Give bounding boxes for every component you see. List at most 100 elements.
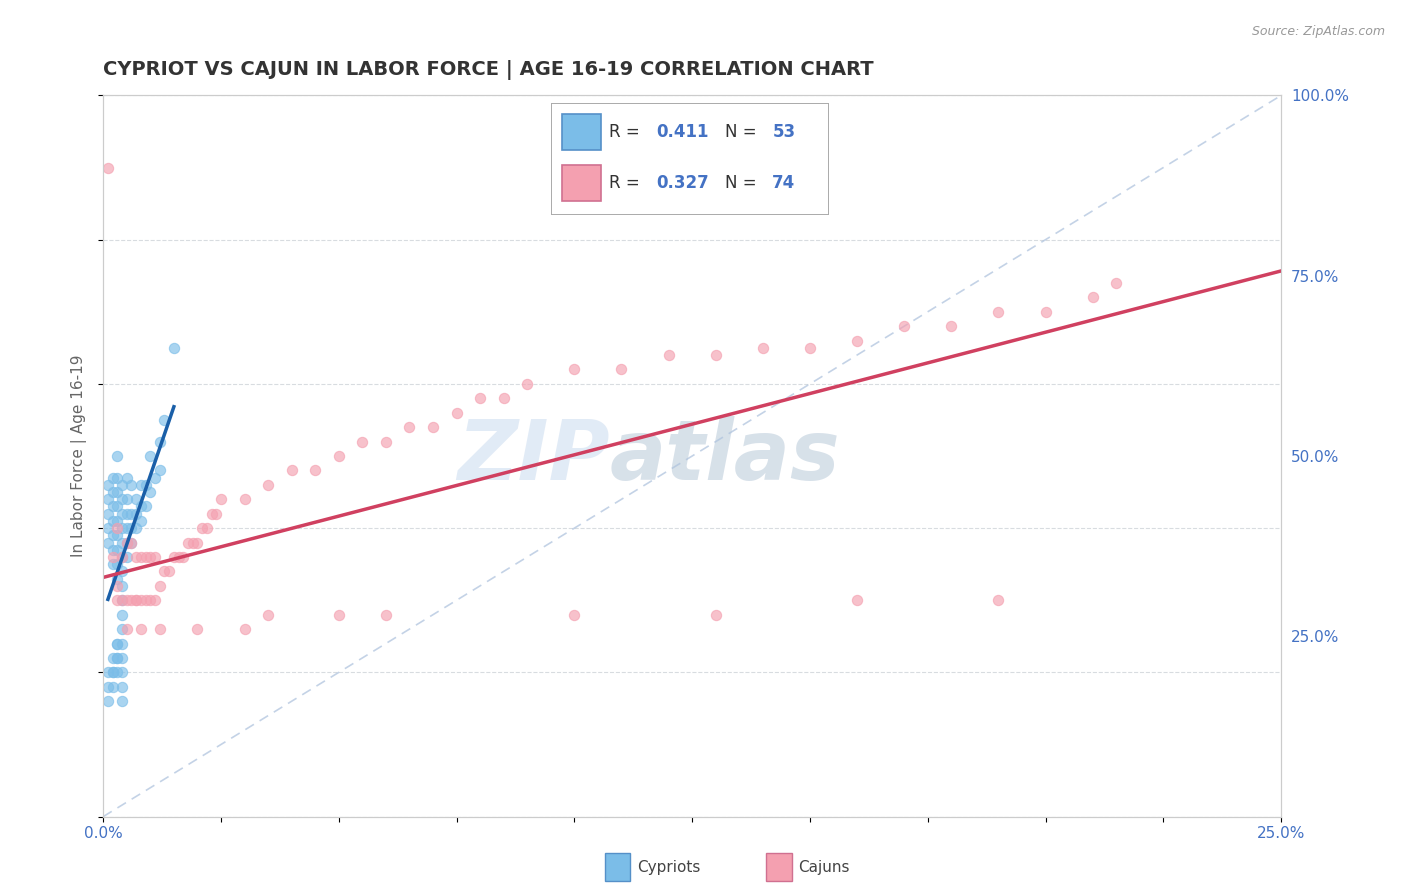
Point [105, 593, 128, 607]
Point [105, 485, 128, 500]
Point [105, 572, 128, 586]
Point [97, 492, 120, 507]
Point [101, 470, 124, 484]
Point [105, 558, 128, 572]
Point [97, 161, 120, 175]
Point [111, 694, 134, 708]
Point [139, 549, 162, 564]
Point [163, 549, 186, 564]
Point [752, 341, 775, 355]
Point [328, 607, 350, 622]
Point [143, 470, 166, 484]
Text: Cajuns: Cajuns [799, 860, 851, 874]
Text: Source: ZipAtlas.com: Source: ZipAtlas.com [1251, 25, 1385, 38]
Point [468, 392, 491, 406]
Point [101, 528, 124, 542]
Point [129, 549, 152, 564]
Point [149, 434, 172, 449]
Point [101, 680, 124, 694]
Point [111, 636, 134, 650]
Point [129, 593, 152, 607]
Point [105, 636, 128, 650]
Point [195, 521, 218, 535]
Point [191, 521, 214, 535]
Point [105, 500, 128, 514]
Point [172, 549, 194, 564]
Point [111, 535, 134, 549]
Point [135, 478, 157, 492]
Point [101, 558, 124, 572]
Point [374, 607, 396, 622]
Point [200, 507, 222, 521]
Point [105, 528, 128, 542]
Text: Cypriots: Cypriots [637, 860, 700, 874]
Point [125, 549, 148, 564]
Point [115, 622, 138, 636]
Point [111, 665, 134, 680]
Point [129, 622, 152, 636]
Point [233, 622, 256, 636]
Point [101, 665, 124, 680]
Point [1035, 305, 1057, 319]
Point [1105, 276, 1128, 290]
Point [97, 694, 120, 708]
Point [658, 348, 681, 362]
Point [129, 478, 152, 492]
Point [111, 579, 134, 593]
Point [610, 362, 633, 376]
Point [115, 521, 138, 535]
Text: CYPRIOT VS CAJUN IN LABOR FORCE | AGE 16-19 CORRELATION CHART: CYPRIOT VS CAJUN IN LABOR FORCE | AGE 16… [103, 60, 875, 79]
Point [941, 319, 963, 334]
Point [121, 593, 143, 607]
Point [209, 492, 232, 507]
Point [304, 463, 326, 477]
Point [111, 478, 134, 492]
Point [186, 622, 208, 636]
Point [167, 549, 190, 564]
Point [205, 507, 228, 521]
Point [111, 549, 134, 564]
Point [125, 593, 148, 607]
Point [97, 478, 120, 492]
Point [105, 665, 128, 680]
Point [492, 392, 515, 406]
Point [101, 485, 124, 500]
Point [987, 593, 1010, 607]
Point [398, 420, 420, 434]
Point [149, 579, 172, 593]
Point [125, 507, 148, 521]
Point [101, 542, 124, 557]
Point [280, 463, 302, 477]
Point [139, 485, 162, 500]
Point [97, 507, 120, 521]
Point [111, 651, 134, 665]
Point [257, 607, 280, 622]
Point [97, 535, 120, 549]
Point [893, 319, 915, 334]
Point [97, 665, 120, 680]
Point [121, 507, 143, 521]
Point [115, 507, 138, 521]
Point [135, 593, 157, 607]
Point [101, 665, 124, 680]
Point [115, 470, 138, 484]
Point [101, 500, 124, 514]
Point [143, 593, 166, 607]
Point [121, 478, 143, 492]
Point [105, 579, 128, 593]
Point [111, 680, 134, 694]
Point [564, 607, 586, 622]
Point [111, 492, 134, 507]
Point [186, 535, 208, 549]
Point [163, 341, 186, 355]
Point [125, 521, 148, 535]
Y-axis label: In Labor Force | Age 16-19: In Labor Force | Age 16-19 [72, 355, 87, 558]
Point [105, 651, 128, 665]
Point [111, 607, 134, 622]
Point [111, 622, 134, 636]
Point [111, 521, 134, 535]
Point [446, 406, 468, 420]
Point [139, 593, 162, 607]
Point [115, 593, 138, 607]
Point [704, 607, 727, 622]
